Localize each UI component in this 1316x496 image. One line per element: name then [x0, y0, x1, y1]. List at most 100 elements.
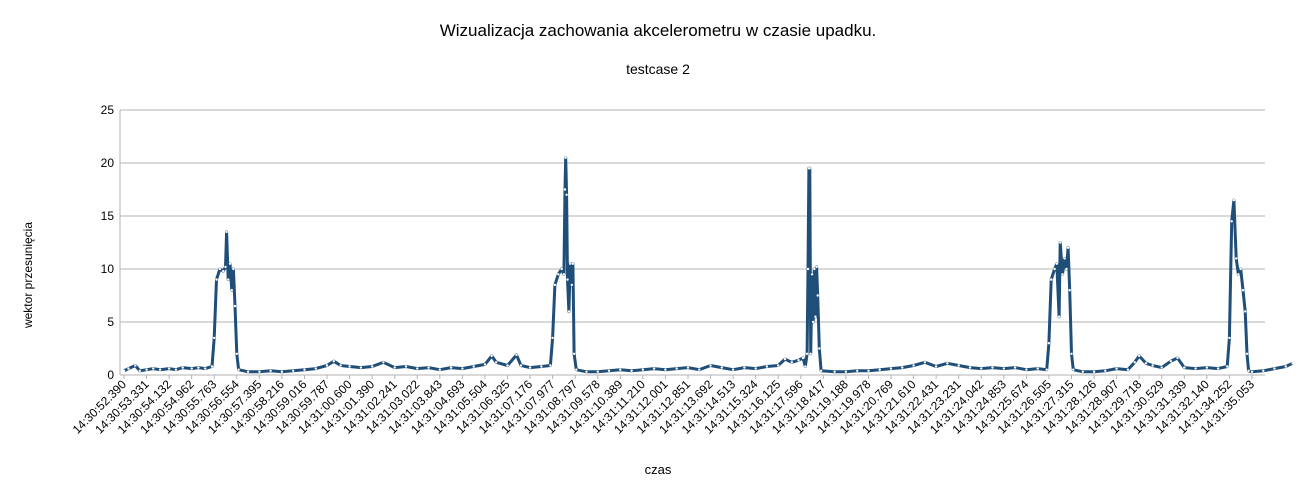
- data-point: [878, 368, 881, 371]
- data-point: [553, 283, 557, 287]
- data-point: [1241, 289, 1245, 292]
- data-point: [528, 366, 532, 369]
- data-point: [1138, 354, 1141, 358]
- data-point: [815, 265, 818, 269]
- data-point: [204, 367, 207, 370]
- data-point: [1013, 366, 1017, 369]
- data-point: [1059, 241, 1062, 244]
- data-point: [575, 368, 578, 371]
- data-point: [1205, 366, 1209, 369]
- data-point: [809, 352, 812, 355]
- data-point: [483, 363, 487, 366]
- data-point: [158, 368, 162, 371]
- y-tick-label: 25: [101, 103, 115, 117]
- data-point: [1063, 257, 1066, 260]
- data-point: [816, 294, 819, 297]
- data-point: [325, 364, 329, 367]
- data-point: [449, 366, 453, 369]
- data-point: [563, 188, 567, 191]
- data-point: [1065, 267, 1068, 271]
- data-point: [292, 369, 295, 372]
- data-point: [230, 289, 233, 292]
- data-point: [814, 315, 817, 318]
- data-point: [371, 365, 374, 368]
- data-point: [819, 369, 823, 372]
- data-point: [174, 368, 178, 371]
- data-point: [1247, 369, 1250, 372]
- chart-title: Wizualizacja zachowania akcelerometru w …: [439, 21, 877, 40]
- data-point: [416, 367, 419, 370]
- data-point: [856, 369, 859, 372]
- data-point: [1160, 366, 1163, 369]
- data-point: [218, 267, 222, 271]
- data-point: [197, 366, 200, 369]
- data-point: [1055, 262, 1059, 265]
- data-point: [224, 265, 227, 269]
- data-point: [235, 352, 238, 355]
- data-point: [1291, 362, 1294, 365]
- data-point: [570, 283, 573, 287]
- data-point: [215, 278, 218, 281]
- data-point: [810, 273, 814, 276]
- data-point: [596, 370, 599, 373]
- data-point: [1047, 342, 1051, 345]
- data-point: [957, 364, 960, 367]
- data-point: [1133, 361, 1136, 364]
- data-point: [1025, 368, 1028, 371]
- data-point: [472, 365, 475, 368]
- x-tick-labels: 14:30:52.39014:30:53.33114:30:54.13214:3…: [70, 377, 1258, 437]
- data-point: [227, 278, 230, 281]
- data-point: [980, 367, 983, 370]
- data-point: [404, 365, 408, 368]
- data-point: [1226, 365, 1229, 368]
- data-point: [567, 310, 571, 313]
- data-point: [1070, 352, 1073, 355]
- data-point: [844, 370, 848, 373]
- gridlines: [120, 109, 1265, 376]
- data-point: [1104, 369, 1107, 372]
- data-point: [506, 364, 509, 367]
- data-point: [777, 364, 780, 367]
- data-point: [348, 365, 351, 368]
- y-tick-label: 5: [107, 315, 114, 329]
- data-point: [901, 366, 904, 369]
- data-point: [686, 366, 690, 369]
- data-point: [1237, 273, 1240, 276]
- data-point: [1284, 365, 1288, 368]
- data-point: [812, 320, 815, 324]
- data-point: [280, 370, 284, 373]
- data-point: [519, 364, 523, 367]
- data-point: [332, 360, 335, 363]
- data-point: [152, 367, 155, 370]
- data-point: [314, 367, 317, 370]
- data-point: [1273, 367, 1276, 370]
- data-point: [1176, 356, 1179, 360]
- chart-subtitle: testcase 2: [626, 61, 690, 77]
- data-point: [359, 366, 363, 369]
- data-point: [138, 369, 141, 372]
- data-point: [619, 368, 622, 371]
- data-point: [557, 273, 560, 276]
- data-point: [438, 368, 441, 371]
- data-point: [783, 357, 787, 361]
- data-point: [805, 352, 809, 355]
- data-point: [1235, 257, 1238, 260]
- data-point: [246, 370, 250, 373]
- data-point: [923, 361, 927, 364]
- data-point: [720, 366, 723, 369]
- data-point: [797, 359, 800, 362]
- data-point: [1081, 370, 1085, 373]
- data-point: [585, 370, 588, 373]
- data-point: [382, 361, 385, 364]
- data-point: [804, 365, 807, 368]
- data-point: [566, 278, 569, 281]
- data-point: [1072, 368, 1075, 371]
- data-point: [1066, 246, 1070, 249]
- data-point: [461, 367, 464, 370]
- data-point: [889, 367, 893, 370]
- data-point: [765, 365, 769, 368]
- data-point: [258, 370, 261, 373]
- data-point: [813, 267, 816, 271]
- data-point: [225, 230, 228, 234]
